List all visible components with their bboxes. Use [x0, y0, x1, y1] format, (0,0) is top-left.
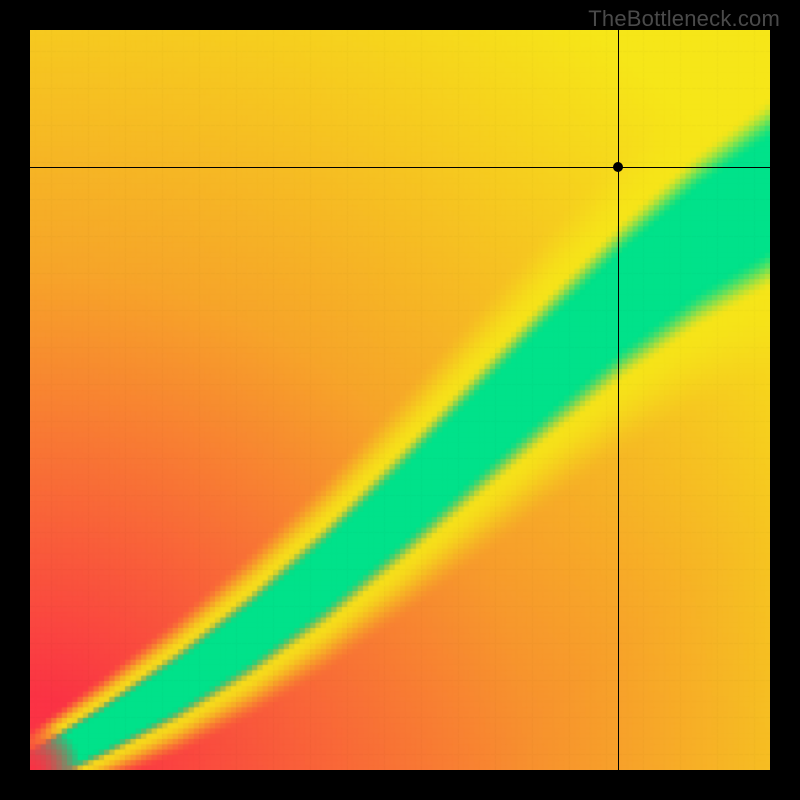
- crosshair-marker: [613, 162, 623, 172]
- heatmap-canvas: [30, 30, 770, 770]
- heatmap-plot: [30, 30, 770, 770]
- chart-container: TheBottleneck.com: [0, 0, 800, 800]
- crosshair-vertical: [618, 30, 619, 770]
- watermark-text: TheBottleneck.com: [588, 6, 780, 32]
- crosshair-horizontal: [30, 167, 770, 168]
